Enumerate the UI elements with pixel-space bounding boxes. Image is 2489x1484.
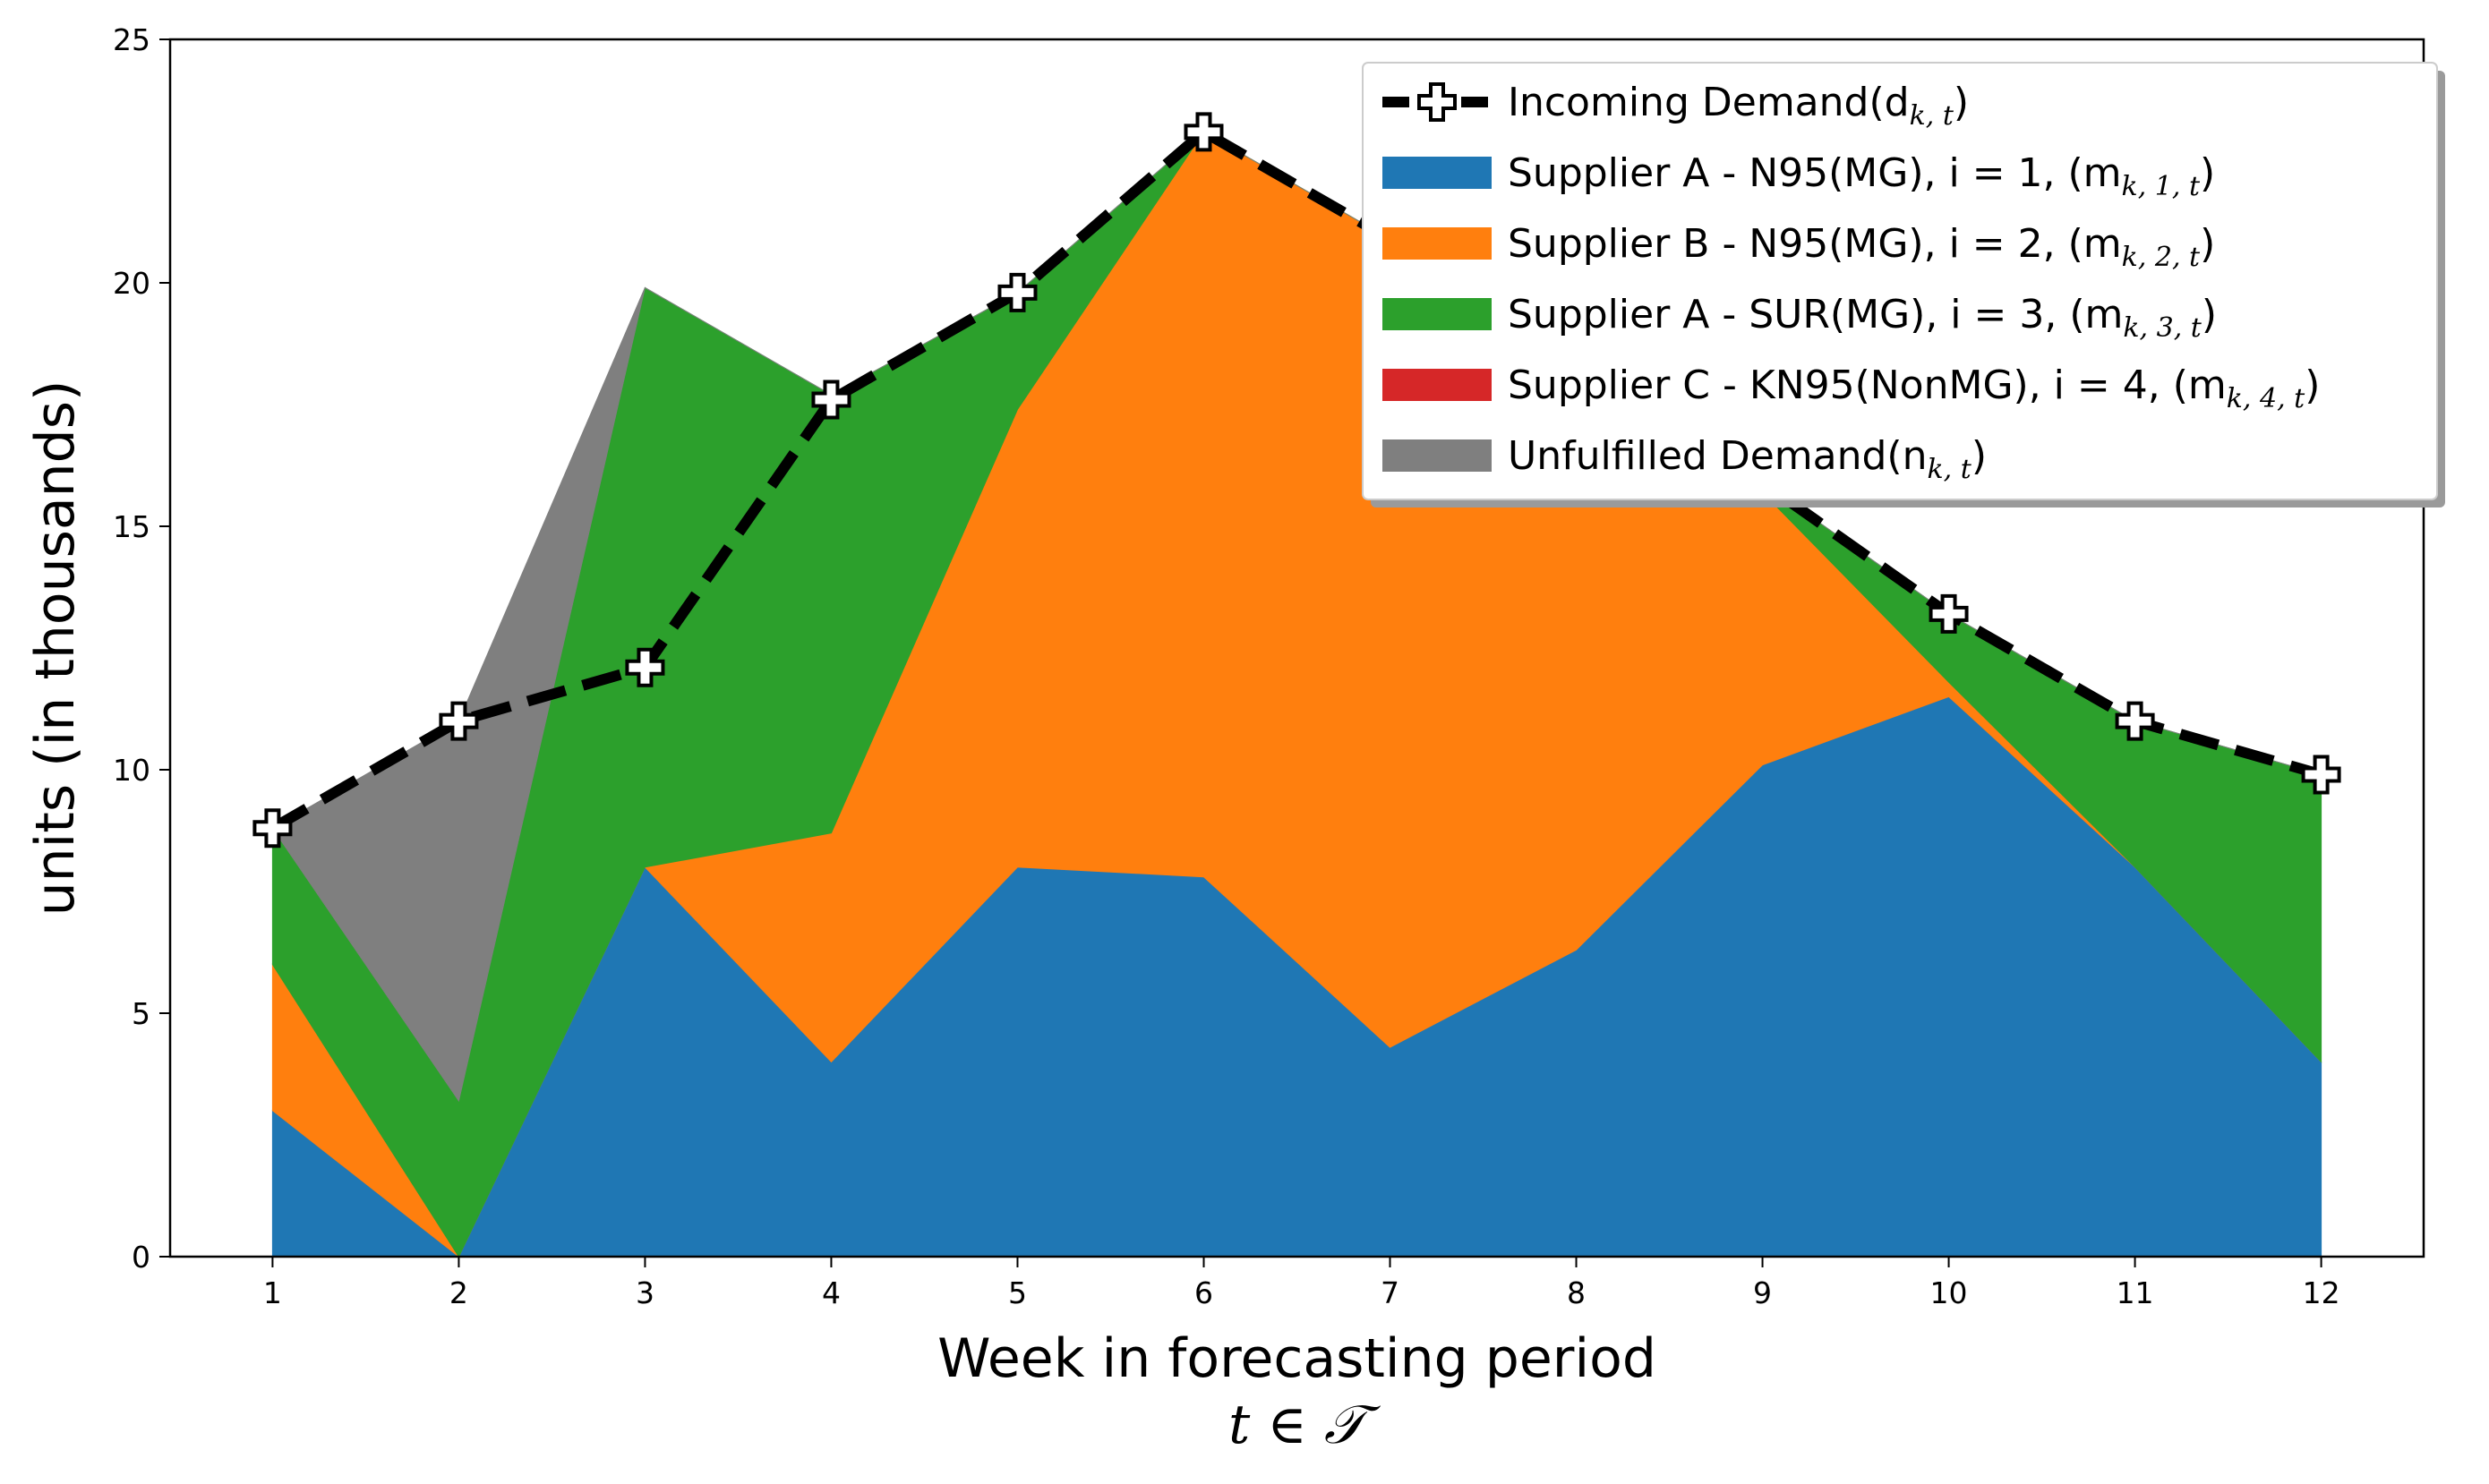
demand-marker xyxy=(1184,112,1224,152)
demand-line-layer xyxy=(252,112,2341,849)
legend-label-5: Unfulfilled Demand(nk, t) xyxy=(1508,433,1987,485)
legend-demand-marker xyxy=(1417,82,1457,122)
x-tick-label: 9 xyxy=(1753,1275,1772,1310)
y-tick-label: 0 xyxy=(132,1240,150,1275)
x-tick-label: 3 xyxy=(636,1275,654,1310)
y-axis-title: units (in thousands) xyxy=(24,380,87,917)
y-tick-label: 25 xyxy=(113,22,150,57)
legend-label-0: Incoming Demand(dk, t) xyxy=(1508,80,1969,132)
y-tick-label: 5 xyxy=(132,996,150,1031)
y-tick-label: 10 xyxy=(113,753,150,788)
x-tick-label: 12 xyxy=(2303,1275,2340,1310)
legend-label-1: Supplier A - N95(MG), i = 1, (mk, 1, t) xyxy=(1508,150,2215,202)
x-tick-label: 6 xyxy=(1194,1275,1213,1310)
demand-line xyxy=(269,126,2323,833)
y-tick-label: 15 xyxy=(113,509,150,544)
legend-swatch-5 xyxy=(1382,439,1492,472)
demand-marker xyxy=(1929,593,1969,634)
x-tick-label: 5 xyxy=(1008,1275,1027,1310)
y-tick-label: 20 xyxy=(113,266,150,301)
demand-marker xyxy=(439,701,479,741)
legend-swatch-4 xyxy=(1382,369,1492,401)
x-tick-label: 4 xyxy=(822,1275,841,1310)
x-tick-label: 8 xyxy=(1567,1275,1586,1310)
legend-label-4: Supplier C - KN95(NonMG), i = 4, (mk, 4,… xyxy=(1508,362,2320,414)
y-axis-ticks: 0 5 10 15 20 25 xyxy=(113,22,170,1275)
area-layers xyxy=(271,131,2322,1258)
legend-label-3: Supplier A - SUR(MG), i = 3, (mk, 3, t) xyxy=(1508,292,2217,344)
demand-marker xyxy=(2115,701,2155,741)
legend-swatch-1 xyxy=(1382,157,1492,189)
plot-frame xyxy=(168,38,2425,1258)
legend: Incoming Demand(dk, t) Supplier A - N95(M… xyxy=(1362,62,2445,507)
x-tick-label: 1 xyxy=(263,1275,282,1310)
demand-marker xyxy=(625,647,665,687)
x-axis-title: Week in forecasting period xyxy=(937,1327,1656,1390)
legend-box xyxy=(1362,62,2438,500)
x-tick-label: 7 xyxy=(1381,1275,1399,1310)
demand-marker xyxy=(997,272,1038,312)
x-axis-title-math: t ∈ 𝒯 xyxy=(1228,1394,1381,1456)
demand-marker xyxy=(252,808,293,849)
demand-marker xyxy=(2301,755,2341,795)
legend-label-2: Supplier B - N95(MG), i = 2, (mk, 2, t) xyxy=(1508,221,2215,273)
demand-marker xyxy=(811,380,851,420)
legend-swatch-2 xyxy=(1382,227,1492,260)
legend-swatch-3 xyxy=(1382,298,1492,330)
x-axis-ticks: 1 2 3 4 5 6 7 8 9 10 11 12 xyxy=(263,1257,2340,1310)
x-tick-label: 2 xyxy=(449,1275,468,1310)
x-tick-label: 11 xyxy=(2117,1275,2154,1310)
x-tick-label: 10 xyxy=(1930,1275,1968,1310)
